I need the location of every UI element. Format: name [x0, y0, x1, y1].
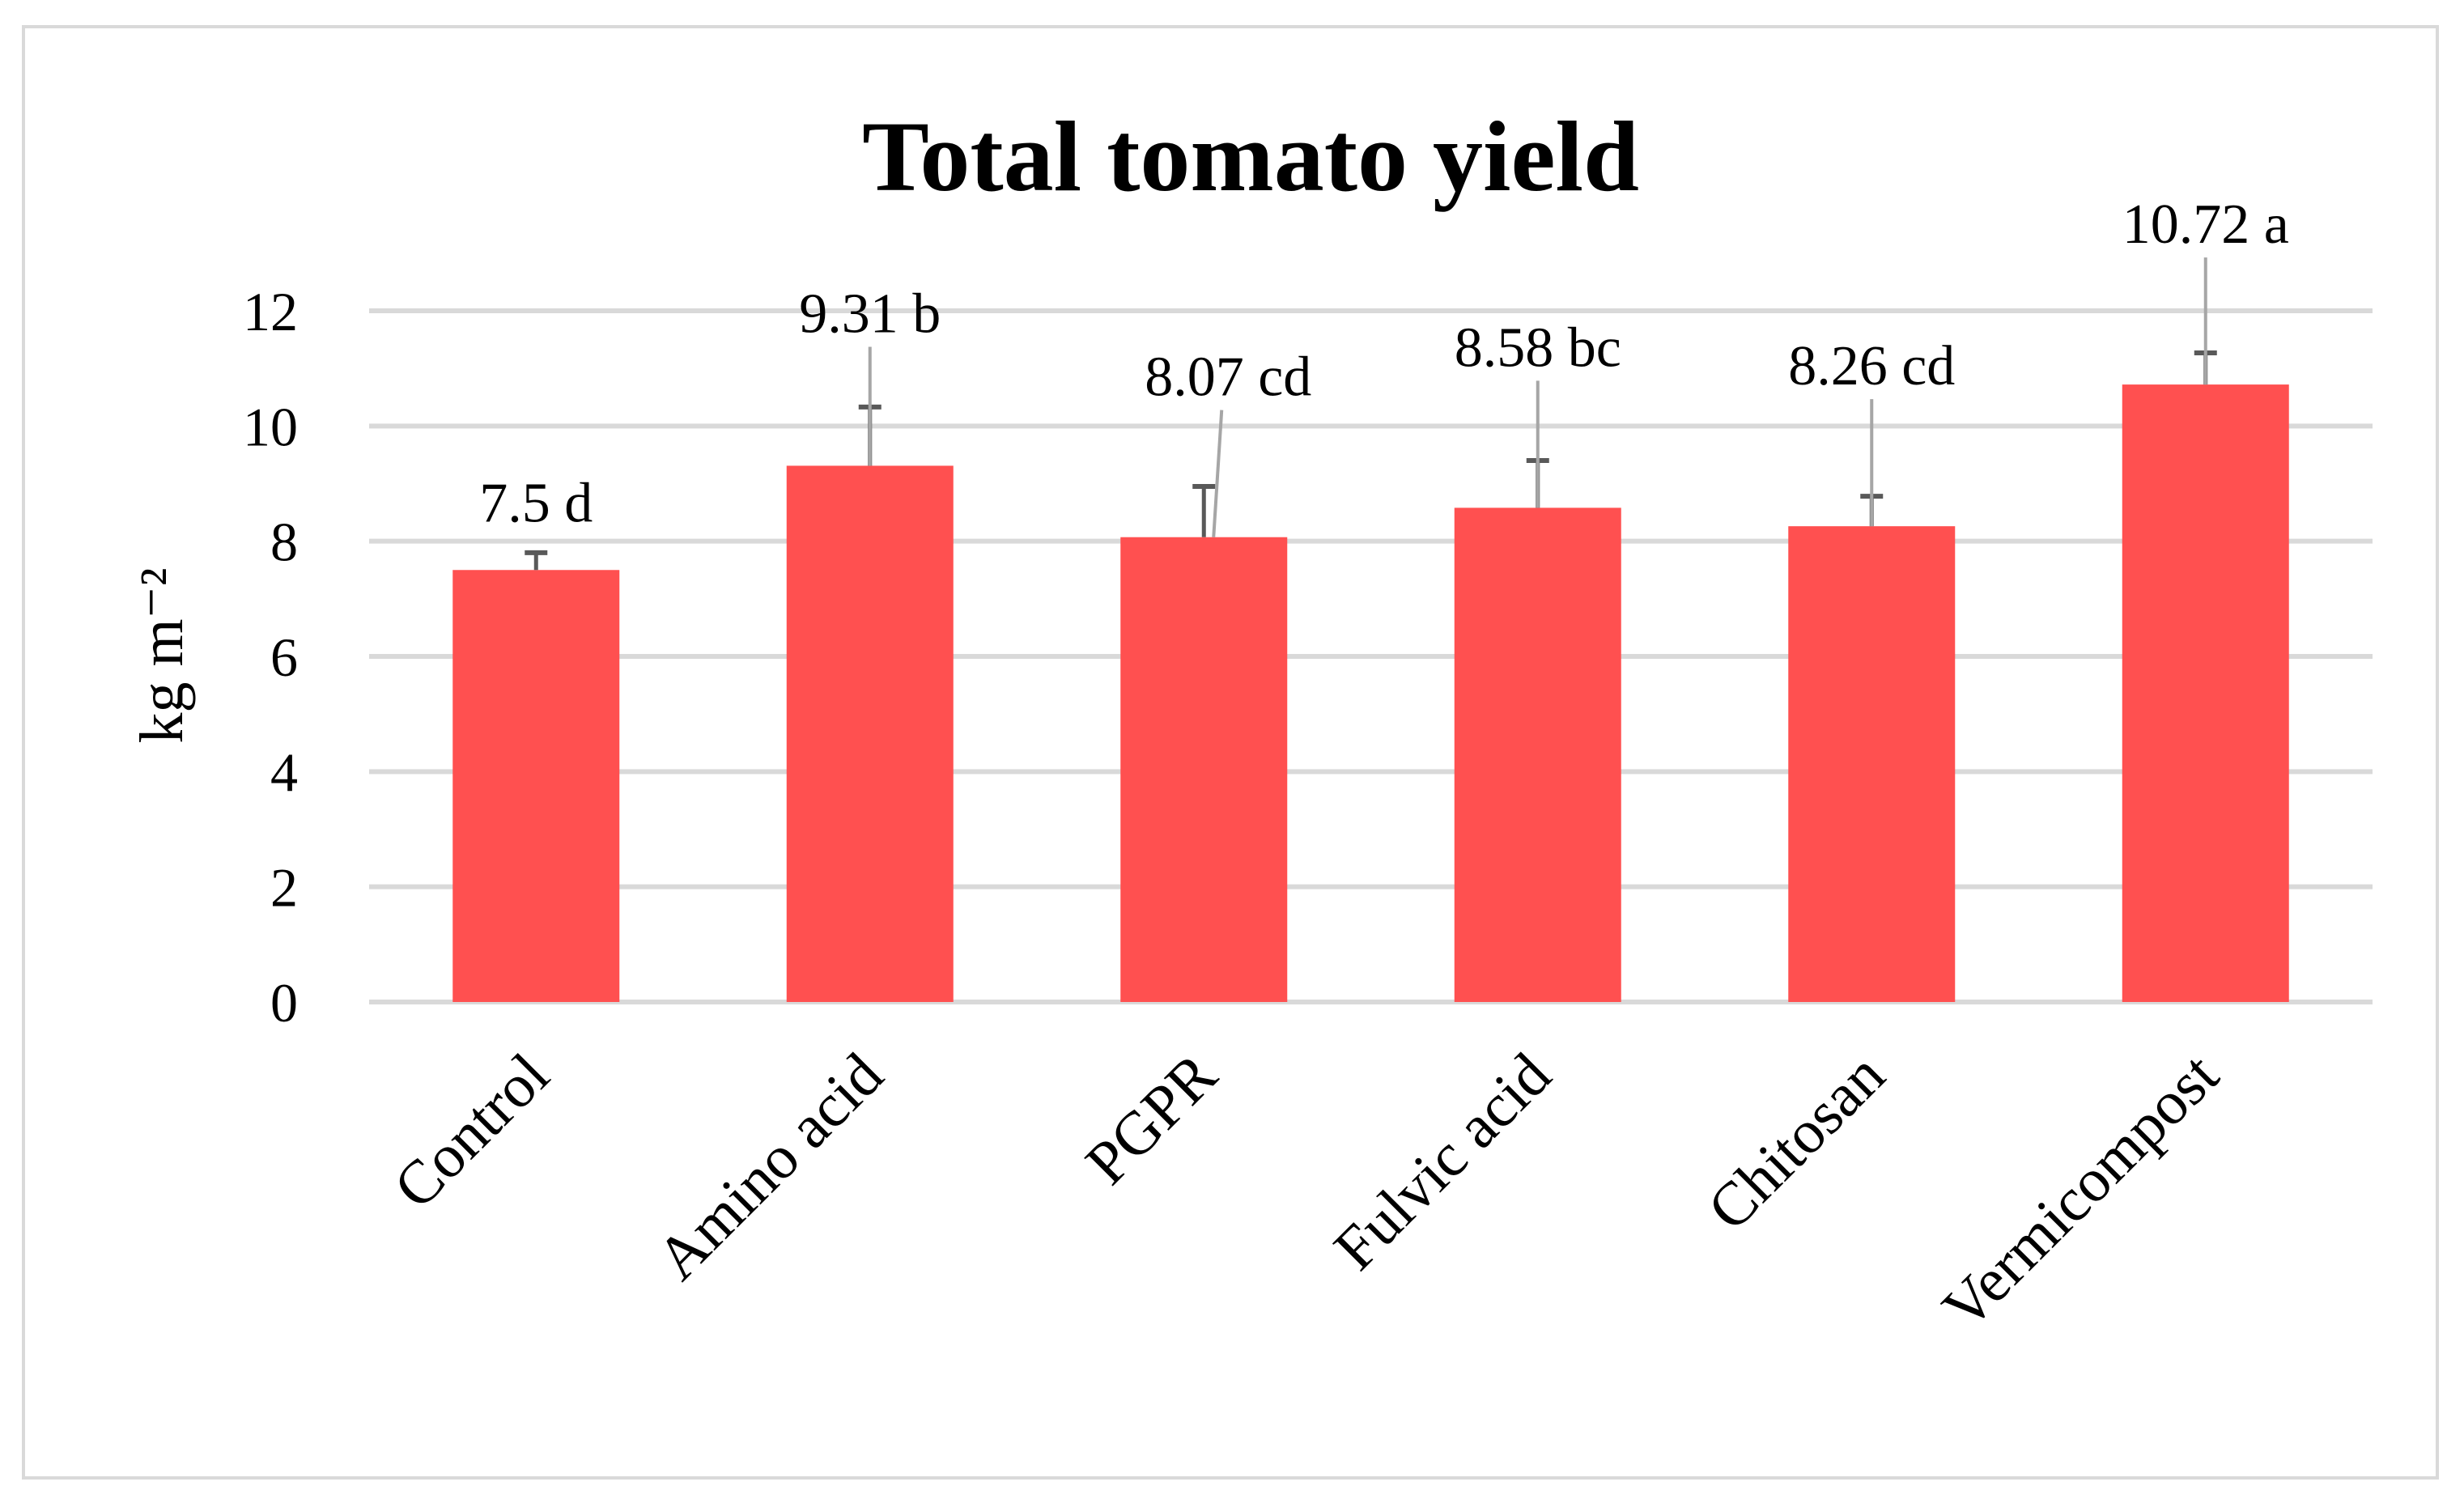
y-tick-label: 2	[270, 857, 298, 919]
x-tick-label: Fulvic acid	[1321, 1041, 1564, 1284]
data-label: 9.31 b	[799, 282, 941, 345]
data-label: 8.58 bc	[1455, 316, 1621, 379]
data-label: 10.72 a	[2122, 193, 2289, 256]
y-tick-label: 6	[270, 626, 298, 688]
bar	[1788, 526, 1956, 1002]
bar	[786, 465, 954, 1002]
y-tick-label: 10	[243, 396, 298, 457]
label-leader-line	[1212, 410, 1224, 537]
y-tick-label: 8	[270, 512, 298, 573]
x-tick-label: PGPR	[1073, 1040, 1230, 1197]
data-label: 7.5 d	[479, 472, 593, 534]
x-tick-label: Vermicompost	[1930, 1041, 2232, 1343]
y-tick-label: 4	[270, 741, 298, 803]
y-axis-label: kg m⁻²	[128, 567, 196, 743]
bar	[1454, 507, 1621, 1002]
y-tick-label: 0	[270, 972, 298, 1034]
data-label: 8.07 cd	[1145, 346, 1311, 409]
bar	[1120, 537, 1288, 1002]
data-label: 8.26 cd	[1788, 335, 1955, 397]
chart-title: Total tomato yield	[862, 101, 1639, 212]
x-tick-label: Control	[381, 1041, 563, 1222]
bar	[2122, 384, 2289, 1002]
chart-frame	[22, 25, 2439, 1480]
y-tick-label: 12	[243, 281, 298, 342]
x-tick-label: Amino acid	[644, 1041, 896, 1293]
bar	[452, 570, 620, 1002]
x-tick-label: Chitosan	[1695, 1041, 1897, 1243]
